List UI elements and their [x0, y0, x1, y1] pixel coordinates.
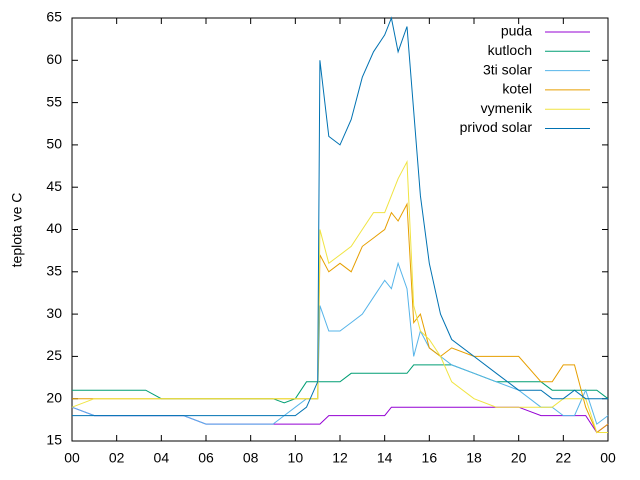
y-axis-label: teplota ve C [9, 193, 25, 268]
legend-label: privod solar [460, 119, 533, 135]
legend-label: puda [501, 23, 532, 39]
x-tick-label: 18 [466, 450, 482, 466]
legend-label: kotel [502, 81, 532, 97]
y-tick-label: 20 [46, 389, 62, 405]
y-tick-label: 40 [46, 220, 62, 236]
x-tick-label: 02 [109, 450, 125, 466]
y-tick-label: 30 [46, 305, 62, 321]
x-tick-label: 00 [64, 450, 80, 466]
legend-label: vymenik [481, 100, 533, 116]
y-tick-label: 15 [46, 432, 62, 448]
legend-label: 3ti solar [483, 61, 532, 77]
x-tick-label: 00 [600, 450, 616, 466]
x-tick-label: 08 [243, 450, 259, 466]
x-tick-label: 20 [511, 450, 527, 466]
y-tick-label: 55 [46, 93, 62, 109]
x-tick-label: 04 [154, 450, 170, 466]
x-tick-label: 12 [332, 450, 348, 466]
series-line [72, 16, 608, 417]
x-tick-label: 06 [198, 450, 214, 466]
x-tick-label: 14 [377, 450, 393, 466]
y-tick-label: 60 [46, 51, 62, 67]
x-tick-label: 16 [422, 450, 438, 466]
series-line [71, 406, 609, 434]
series-line [71, 159, 608, 433]
y-tick-label: 25 [46, 347, 62, 363]
y-tick-label: 65 [46, 9, 62, 25]
series-line [71, 261, 609, 425]
y-tick-label: 50 [46, 136, 62, 152]
y-tick-label: 45 [46, 178, 62, 194]
x-tick-label: 10 [288, 450, 304, 466]
y-tick-label: 35 [46, 263, 62, 279]
legend-label: kutloch [488, 42, 532, 58]
x-tick-label: 22 [556, 450, 572, 466]
